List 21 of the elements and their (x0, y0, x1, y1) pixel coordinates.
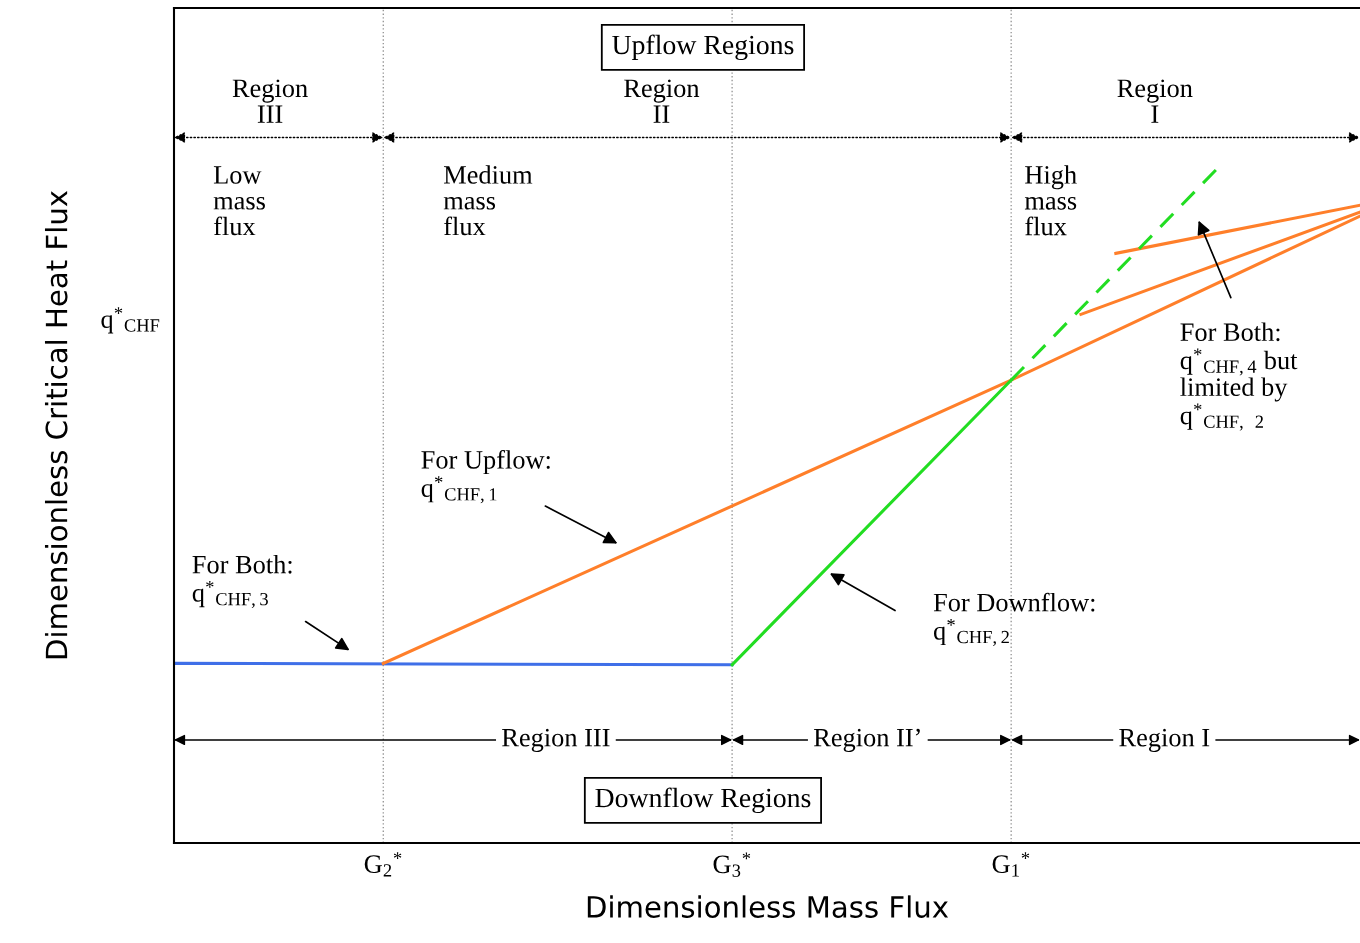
x-tick-label: G$_{3}$$^{*}$ (713, 852, 751, 877)
annotation: Low mass flux (213, 166, 265, 236)
text: Region III (232, 79, 308, 123)
x-tick-label: G$_{2}$$^{*}$ (364, 852, 402, 877)
x-axis-title: Dimensionless Mass Flux (587, 895, 949, 918)
annotation: Downflow Regions (595, 787, 811, 814)
annotation: Medium mass flux (443, 165, 533, 236)
y-axis-title: Dimensionless Critical Heat Flux (44, 190, 68, 659)
annotation: Region III (502, 728, 610, 752)
annotation: Region II’ (813, 728, 920, 752)
annotation: For Downflow: q$^{*}$$_{CHF,2}$ (933, 592, 1095, 646)
annotation: For Both: q$^{*}$$_{CHF,3}$ (192, 554, 292, 608)
x-tick-label: G$_{1}$$^{*}$ (992, 852, 1030, 877)
text: For Both: q$^{*}$$_{CHF,4}$ but limited by q$^{*}$$_{CHF, 2}$ (1180, 322, 1298, 431)
text: Region II (624, 79, 700, 123)
text: Upflow Regions (612, 34, 794, 61)
text: Region I (1117, 79, 1193, 123)
annotation: For Upflow: q$^{*}$$_{CHF,1}$ (421, 449, 550, 504)
text: q$^{*}$$_{CHF}$ (101, 307, 160, 334)
annotation: High mass flux (1024, 165, 1077, 236)
annotation: Region I (1119, 728, 1210, 752)
